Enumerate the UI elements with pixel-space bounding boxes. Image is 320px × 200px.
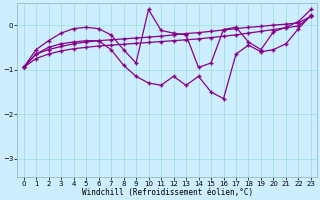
X-axis label: Windchill (Refroidissement éolien,°C): Windchill (Refroidissement éolien,°C) [82,188,253,197]
